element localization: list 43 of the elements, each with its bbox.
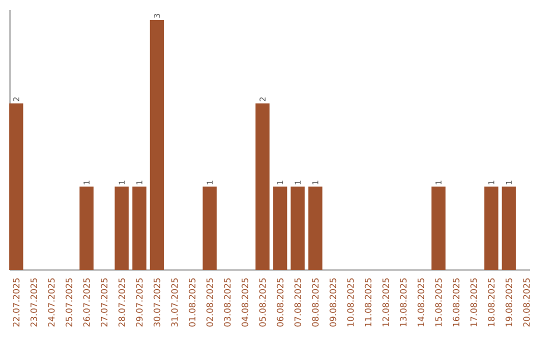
x-tick-label: 09.08.2025 [330, 278, 336, 327]
x-tick-label: 03.08.2025 [224, 278, 231, 327]
x-tick-label: 06.08.2025 [276, 278, 284, 327]
x-tick-label: 05.08.2025 [259, 278, 266, 327]
x-tick-label: 10.08.2025 [347, 278, 354, 326]
x-tick-label: 02.08.2025 [206, 278, 214, 327]
data-label: 1 [206, 180, 213, 184]
x-tick-label: 24.07.2025 [48, 278, 55, 327]
x-tick-label: 17.08.2025 [470, 278, 477, 326]
x-tick-label: 29.07.2025 [136, 278, 143, 327]
data-label: 1 [436, 180, 442, 184]
x-tick-label: 07.08.2025 [294, 278, 301, 327]
x-tick-label: 11.08.2025 [364, 278, 372, 326]
data-label: 1 [84, 180, 90, 184]
data-label: 3 [154, 14, 160, 18]
x-tick-label: 15.08.2025 [435, 278, 442, 326]
x-tick-label: 20.08.2025 [523, 278, 530, 327]
x-tick-label: 08.08.2025 [312, 278, 319, 327]
data-label: 2 [260, 97, 266, 102]
data-label: 1 [312, 180, 318, 184]
data-label: 1 [488, 180, 494, 184]
x-tick-label: 28.07.2025 [118, 278, 126, 327]
x-tick-label: 13.08.2025 [400, 278, 407, 326]
data-label: 1 [118, 180, 125, 184]
x-tick-label: 14.08.2025 [418, 278, 424, 326]
x-tick-label: 04.08.2025 [242, 278, 248, 327]
x-tick-label: 01.08.2025 [188, 278, 196, 327]
x-tick-label: 30.07.2025 [154, 278, 160, 327]
data-label: 2 [13, 97, 20, 102]
x-tick-label: 18.08.2025 [488, 278, 495, 326]
data-label: 1 [277, 180, 284, 184]
data-label: 1 [506, 180, 512, 184]
data-label: 1 [136, 180, 142, 184]
x-tick-label: 25.07.2025 [66, 278, 72, 327]
x-tick-label: 19.08.2025 [506, 278, 512, 326]
x-tick-label: 26.07.2025 [83, 278, 90, 327]
x-tick-label: 16.08.2025 [452, 278, 460, 326]
x-tick-label: 23.07.2025 [30, 278, 38, 327]
x-tick-label: 31.07.2025 [171, 278, 178, 327]
x-tick-label: 22.07.2025 [12, 278, 20, 327]
x-tick-label: 12.08.2025 [382, 278, 389, 326]
x-tick-label: 27.07.2025 [100, 278, 108, 327]
data-label: 1 [294, 180, 301, 184]
